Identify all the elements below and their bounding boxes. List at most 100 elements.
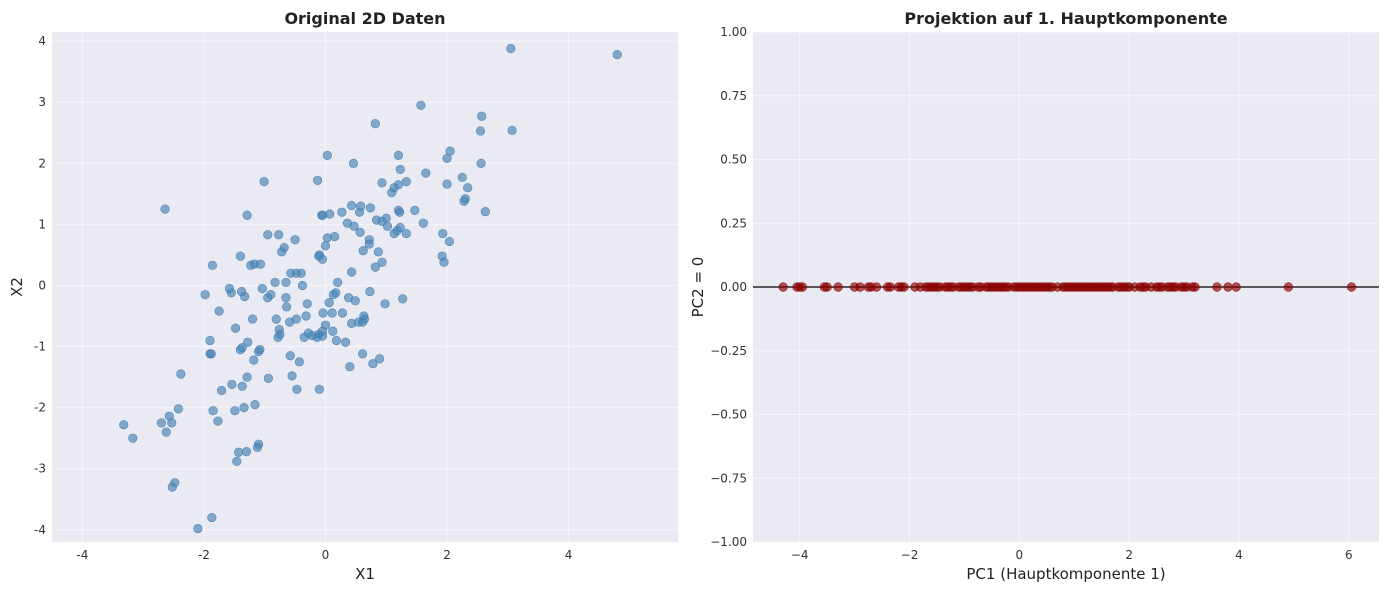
data-point xyxy=(167,418,177,428)
data-point xyxy=(855,282,865,292)
x-tick-label: 4 xyxy=(1235,548,1243,562)
data-point xyxy=(401,228,411,239)
data-point xyxy=(285,317,295,327)
data-point xyxy=(307,330,317,341)
data-point xyxy=(395,207,405,217)
data-point xyxy=(871,282,882,292)
data-point xyxy=(255,259,266,269)
y-tick-label: 1 xyxy=(38,217,46,231)
data-point xyxy=(365,203,376,213)
x-axis-label: PC1 (Hauptkomponente 1) xyxy=(966,565,1165,583)
data-point xyxy=(350,296,360,306)
x-tick-label: -4 xyxy=(76,548,88,562)
data-point xyxy=(274,230,284,240)
data-point xyxy=(325,209,335,219)
y-tick-label: 0.50 xyxy=(720,153,747,167)
data-point xyxy=(328,326,338,336)
data-point xyxy=(193,523,203,534)
data-point xyxy=(241,447,252,457)
data-point xyxy=(322,150,332,160)
data-point xyxy=(457,172,467,182)
data-point xyxy=(232,456,242,466)
data-point xyxy=(377,257,387,267)
data-point xyxy=(506,43,516,54)
data-point xyxy=(833,282,843,292)
data-point xyxy=(224,283,235,294)
data-point xyxy=(1212,282,1222,292)
x-tick-label: −2 xyxy=(901,548,919,562)
data-point xyxy=(370,262,380,272)
data-point xyxy=(207,512,217,523)
data-point xyxy=(263,230,273,240)
data-point xyxy=(359,314,369,324)
data-point xyxy=(331,335,342,346)
data-point xyxy=(173,404,184,414)
data-point xyxy=(156,418,166,428)
data-point xyxy=(477,111,487,121)
data-point xyxy=(160,204,170,214)
data-point xyxy=(365,286,375,297)
chart-projection-pc1: −4 −2 0 2 4 6 −1.00 −0.75 −0.50 −0.25 0.00 0.25 0.50… xyxy=(689,9,1379,583)
x-axis-label: X1 xyxy=(355,565,375,583)
plot-area xyxy=(52,32,678,542)
data-point xyxy=(317,210,327,220)
data-point xyxy=(410,205,420,215)
data-point xyxy=(438,228,448,239)
y-tick-label: 2 xyxy=(38,156,46,170)
data-point xyxy=(247,314,258,324)
data-point xyxy=(263,373,273,383)
data-point xyxy=(296,268,306,278)
data-point xyxy=(364,239,374,249)
data-point xyxy=(389,228,399,239)
data-point xyxy=(387,188,397,198)
data-point xyxy=(348,158,359,168)
y-tick-label: 3 xyxy=(38,95,46,109)
data-point xyxy=(281,302,292,312)
data-point xyxy=(395,164,405,175)
data-point xyxy=(214,306,224,316)
data-point xyxy=(442,179,452,189)
data-point xyxy=(416,100,426,110)
data-point xyxy=(398,294,408,304)
data-point xyxy=(333,277,343,288)
y-tick-label: 0 xyxy=(38,278,46,292)
data-point xyxy=(393,150,404,160)
data-point xyxy=(208,406,218,416)
data-point xyxy=(235,345,246,355)
data-point xyxy=(161,427,171,437)
data-point xyxy=(439,257,449,267)
y-tick-label: 0.25 xyxy=(720,216,747,230)
data-point xyxy=(233,447,244,457)
data-point xyxy=(822,282,832,292)
data-point xyxy=(421,168,431,178)
data-point xyxy=(444,236,455,247)
data-point xyxy=(271,314,281,324)
data-point xyxy=(302,299,312,309)
data-point xyxy=(328,290,338,300)
data-point xyxy=(374,354,385,364)
grid-lines xyxy=(52,32,678,542)
data-point xyxy=(312,175,323,186)
data-point xyxy=(347,267,357,277)
data-point xyxy=(230,406,240,416)
data-point xyxy=(266,290,276,300)
data-point xyxy=(205,335,215,346)
data-point xyxy=(401,177,411,187)
data-point xyxy=(330,232,340,242)
x-tick-label: −4 xyxy=(791,548,809,562)
data-point xyxy=(337,308,348,318)
data-point xyxy=(237,381,247,391)
data-point xyxy=(301,311,311,321)
data-point xyxy=(297,280,308,291)
data-point xyxy=(281,277,291,288)
y-tick-label: -4 xyxy=(34,523,46,537)
data-point xyxy=(612,49,622,60)
data-point xyxy=(314,250,325,260)
data-point xyxy=(235,251,246,261)
data-point xyxy=(368,359,378,369)
data-point xyxy=(885,282,895,292)
data-point xyxy=(1190,282,1200,292)
data-point xyxy=(119,420,129,430)
data-point xyxy=(778,282,788,292)
